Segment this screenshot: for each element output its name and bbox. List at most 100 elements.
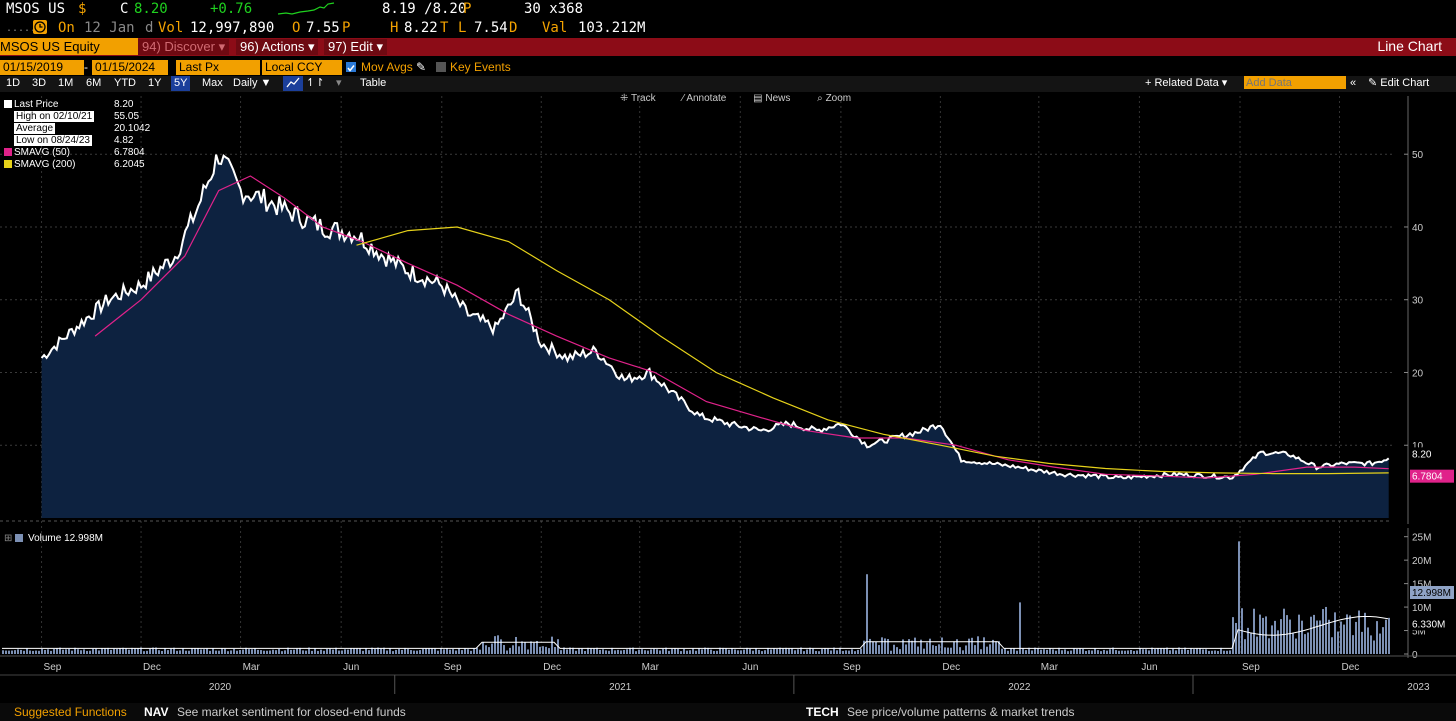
- track-button[interactable]: ⁜ Track: [620, 93, 656, 104]
- volume-bar: [188, 650, 190, 654]
- zoom-button[interactable]: ⌕ Zoom: [817, 93, 852, 104]
- volume-bar: [830, 650, 832, 654]
- volume-bar: [806, 649, 808, 654]
- volume-bar: [1043, 649, 1045, 654]
- price-field-select[interactable]: Last Px: [176, 60, 260, 75]
- clock-icon[interactable]: [33, 20, 47, 34]
- tech-function-code[interactable]: TECH: [806, 705, 839, 719]
- period-1m[interactable]: 1M: [58, 77, 74, 89]
- volume-bar: [1349, 615, 1351, 654]
- volume-bar: [782, 647, 784, 654]
- add-data-input[interactable]: [1244, 76, 1346, 89]
- chevron-down-icon[interactable]: ▾: [336, 77, 342, 89]
- volume-bar: [611, 647, 613, 654]
- volume-bar: [1214, 650, 1216, 654]
- volume-bar: [1100, 651, 1102, 654]
- month-tick-label: Jun: [1141, 662, 1157, 673]
- period-5y[interactable]: 5Y: [171, 76, 191, 91]
- period-ytd[interactable]: YTD: [114, 77, 136, 89]
- volume-bar: [938, 644, 940, 654]
- discover-menu[interactable]: 94) Discover ▾: [138, 39, 230, 55]
- line-chart-icon[interactable]: [283, 76, 303, 91]
- low-label: L: [458, 20, 467, 36]
- period-max[interactable]: Max: [202, 77, 223, 89]
- volume-bar: [590, 648, 592, 654]
- price-line[interactable]: [40, 154, 1390, 481]
- table-button[interactable]: Table: [360, 77, 387, 89]
- volume-bar: [1301, 620, 1303, 654]
- volume-bar: [647, 650, 649, 654]
- sma200-line[interactable]: [356, 226, 1389, 475]
- volume-bar: [812, 648, 814, 654]
- actions-menu[interactable]: 96) Actions ▾: [236, 39, 319, 55]
- volume-bar: [947, 647, 949, 654]
- volume-bar: [1193, 649, 1195, 654]
- volume-bar: [1247, 627, 1249, 654]
- mov-avgs-label[interactable]: Mov Avgs: [361, 60, 413, 74]
- volume-bar: [803, 651, 805, 654]
- suggested-functions-label[interactable]: Suggested Functions: [14, 705, 127, 719]
- volume-bar: [176, 650, 178, 654]
- period-1d[interactable]: 1D: [6, 77, 21, 89]
- legend-sma50[interactable]: SMAVG (50) 6.7804: [4, 147, 145, 159]
- nav-function-text[interactable]: See market sentiment for closed-end fund…: [177, 705, 406, 719]
- volume-bar: [497, 635, 499, 654]
- volume-tick-label: 15M: [1412, 580, 1431, 591]
- sma50-line[interactable]: [94, 175, 1389, 479]
- volume-bar: [398, 649, 400, 654]
- ticker-security-box[interactable]: MSOS US Equity: [0, 38, 138, 55]
- volume-bar: [920, 639, 922, 654]
- volume-bar: [239, 650, 241, 654]
- volume-bar: [23, 650, 25, 654]
- key-events-label[interactable]: Key Events: [450, 60, 511, 74]
- volume-legend[interactable]: ⊞ Volume 12.998M: [4, 533, 103, 544]
- volume-bar: [1196, 648, 1198, 654]
- edit-chart-button[interactable]: ✎ Edit Chart: [1368, 76, 1429, 91]
- volume-bar: [620, 650, 622, 654]
- key-events-checkbox[interactable]: [436, 62, 446, 72]
- volume-bar: [338, 650, 340, 654]
- annotate-button[interactable]: ⁄ Annotate: [682, 93, 727, 104]
- legend-sma200[interactable]: SMAVG (200) 6.2045: [4, 159, 145, 171]
- start-date-field[interactable]: 01/15/2019: [0, 60, 84, 75]
- period-6m[interactable]: 6M: [86, 77, 102, 89]
- volume-bar: [134, 648, 136, 654]
- volume-bar: [626, 649, 628, 654]
- volume-bar: [536, 640, 538, 654]
- volume-bar: [272, 649, 274, 654]
- period-3d[interactable]: 3D: [32, 77, 47, 89]
- volume-bar: [1370, 635, 1372, 654]
- mov-avgs-checkbox[interactable]: [346, 62, 356, 72]
- ticker[interactable]: MSOS US: [6, 1, 66, 17]
- volume-bar: [1175, 650, 1177, 654]
- currency-select[interactable]: Local CCY: [262, 60, 342, 75]
- collapse-icon[interactable]: «: [1350, 77, 1357, 89]
- related-data-button[interactable]: + Related Data ▾: [1145, 76, 1227, 91]
- volume-bar: [764, 650, 766, 654]
- nav-function-code[interactable]: NAV: [144, 705, 169, 719]
- legend-last-price[interactable]: Last Price 8.20: [4, 99, 133, 111]
- volume-bar: [32, 650, 34, 654]
- volume-bar: [773, 648, 775, 654]
- volume-bar: [992, 639, 994, 654]
- volume-bar: [359, 648, 361, 654]
- expand-icon[interactable]: ⊞: [4, 533, 13, 544]
- legend-label: Low on 08/24/23: [14, 135, 92, 146]
- volume-bar: [332, 649, 334, 654]
- price-axis: 10 20 30 40 50: [1404, 96, 1424, 524]
- volume-bar: [47, 649, 49, 654]
- bar-type-icon[interactable]: ↿↾: [306, 77, 325, 89]
- volume-bar: [1277, 630, 1279, 654]
- volume-bar: [1016, 650, 1018, 654]
- volume-bar: [1112, 647, 1114, 654]
- edit-menu[interactable]: 97) Edit ▾: [324, 39, 387, 55]
- legend-value: 55.05: [114, 111, 140, 122]
- legend-label: Last Price: [14, 99, 59, 110]
- pencil-icon[interactable]: ✎: [416, 60, 427, 74]
- end-date-field[interactable]: 01/15/2024: [92, 60, 168, 75]
- frequency-select[interactable]: Daily ▼: [233, 76, 271, 91]
- tech-function-text[interactable]: See price/volume patterns & market trend…: [847, 705, 1075, 719]
- news-button[interactable]: ▤ News: [753, 93, 791, 104]
- period-1y[interactable]: 1Y: [148, 77, 162, 89]
